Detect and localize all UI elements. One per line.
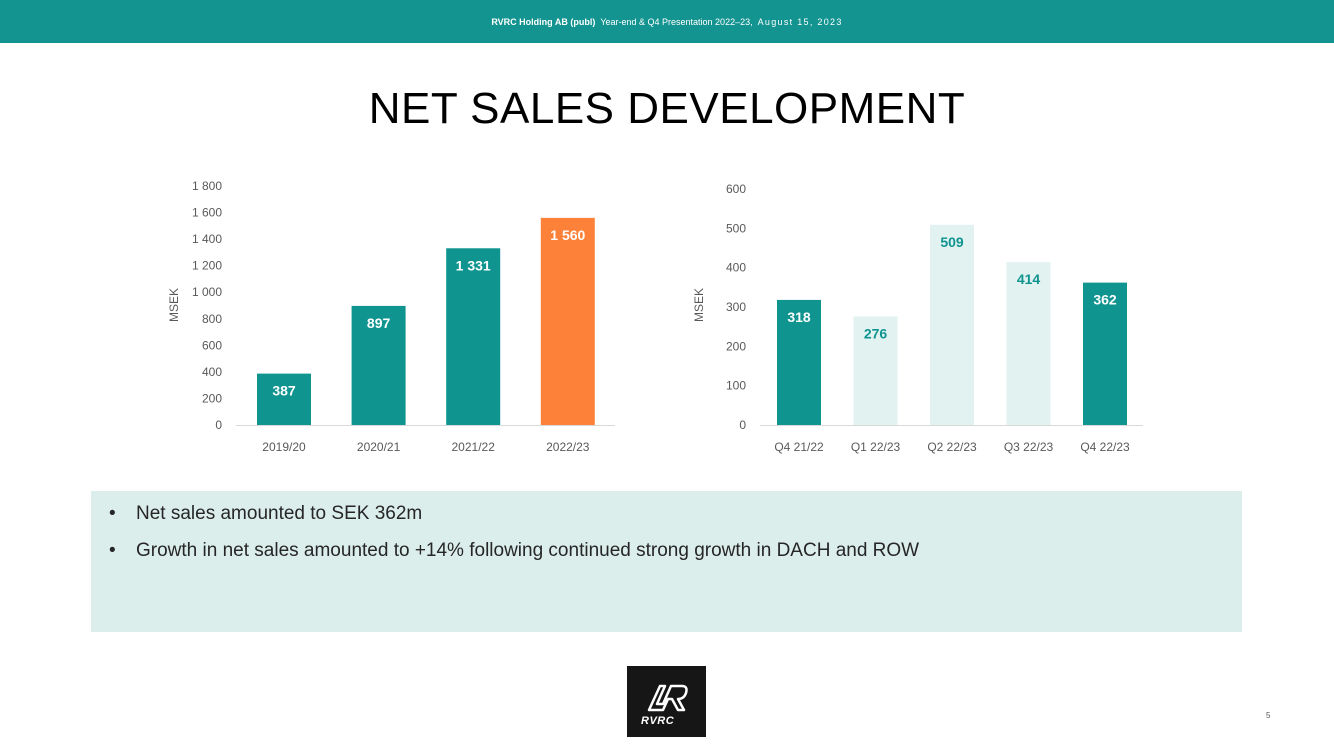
x-tick-label: 2020/21 — [357, 440, 401, 454]
y-tick-label: 1 000 — [192, 285, 222, 299]
bar — [853, 316, 898, 425]
bar — [930, 224, 974, 425]
x-tick-label: Q4 21/22 — [774, 440, 824, 454]
y-tick-label: 1 400 — [192, 232, 222, 246]
bullet-symbol: • — [109, 540, 116, 561]
y-tick-label: 0 — [215, 418, 222, 432]
page-number: 5 — [1266, 711, 1271, 720]
bar — [777, 299, 821, 425]
bar — [446, 248, 501, 425]
bar-data-label: 318 — [787, 309, 811, 325]
x-tick-label: Q1 22/23 — [851, 440, 901, 454]
y-tick-label: 300 — [726, 300, 746, 314]
bar-data-label: 1 331 — [456, 257, 491, 273]
y-axis-title: MSEK — [167, 288, 181, 322]
x-tick-label: Q3 22/23 — [1004, 440, 1054, 454]
summary-item-text: Net sales amounted to SEK 362m — [136, 503, 423, 524]
summary-item: • Growth in net sales amounted to +14% f… — [109, 539, 919, 563]
summary-item-text: Growth in net sales amounted to +14% fol… — [136, 540, 920, 561]
summary-list: • Net sales amounted to SEK 362m • Growt… — [109, 502, 919, 576]
bar-data-label: 414 — [1017, 271, 1041, 287]
y-tick-label: 1 600 — [192, 206, 222, 220]
rvrc-logo-icon: RVRC — [641, 684, 688, 727]
header-bar: RVRC Holding AB (publ) Year-end & Q4 Pre… — [0, 0, 1334, 43]
rvrc-logo-text: RVRC — [641, 715, 675, 727]
y-tick-label: 500 — [726, 221, 746, 235]
bar — [351, 305, 406, 425]
y-tick-label: 1 800 — [192, 179, 222, 193]
summary-item: • Net sales amounted to SEK 362m — [109, 502, 919, 526]
x-tick-label: Q2 22/23 — [927, 440, 977, 454]
x-tick-label: 2021/22 — [452, 440, 496, 454]
header-presentation: Year-end & Q4 Presentation 2022–23, — [600, 16, 753, 27]
x-tick-label: 2022/23 — [546, 440, 590, 454]
quarterly-net-sales-chart: 0 100 200 300 400 500 600 MSEK 318 Q4 21/22 276 Q1 … — [692, 182, 1143, 454]
y-tick-label: 600 — [726, 182, 746, 196]
x-tick-label: 2019/20 — [262, 440, 306, 454]
bullet-symbol: • — [109, 503, 116, 524]
y-tick-label: 200 — [726, 339, 746, 353]
y-tick-label: 100 — [726, 379, 746, 393]
bar — [540, 217, 595, 425]
y-axis-title: MSEK — [692, 288, 706, 322]
y-tick-label: 400 — [202, 365, 222, 379]
header-company: RVRC Holding AB (publ) — [491, 16, 596, 27]
bar-data-label: 387 — [272, 383, 296, 399]
rvrc-logo: RVRC — [627, 666, 706, 737]
y-tick-label: 800 — [202, 312, 222, 326]
y-tick-label: 200 — [202, 391, 222, 405]
bar-data-label: 1 560 — [550, 227, 585, 243]
bar-data-label: 276 — [864, 325, 888, 341]
bar — [1006, 262, 1051, 425]
bar — [1083, 282, 1127, 425]
y-tick-label: 1 200 — [192, 259, 222, 273]
y-tick-label: 0 — [739, 418, 746, 432]
y-tick-label: 400 — [726, 261, 746, 275]
bar-data-label: 509 — [940, 234, 964, 250]
summary-box: • Net sales amounted to SEK 362m • Growt… — [91, 491, 1242, 632]
x-tick-label: Q4 22/23 — [1080, 440, 1130, 454]
y-tick-label: 600 — [202, 338, 222, 352]
annual-net-sales-chart: 0 200 400 600 800 1 000 1 200 1 400 1 600 1 800 MS… — [167, 179, 615, 454]
bar-data-label: 897 — [367, 315, 391, 331]
page-title: NET SALES DEVELOPMENT — [368, 84, 966, 133]
bar — [257, 373, 311, 425]
bar-data-label: 362 — [1093, 292, 1117, 308]
header-date: August 15, 2023 — [757, 16, 843, 27]
